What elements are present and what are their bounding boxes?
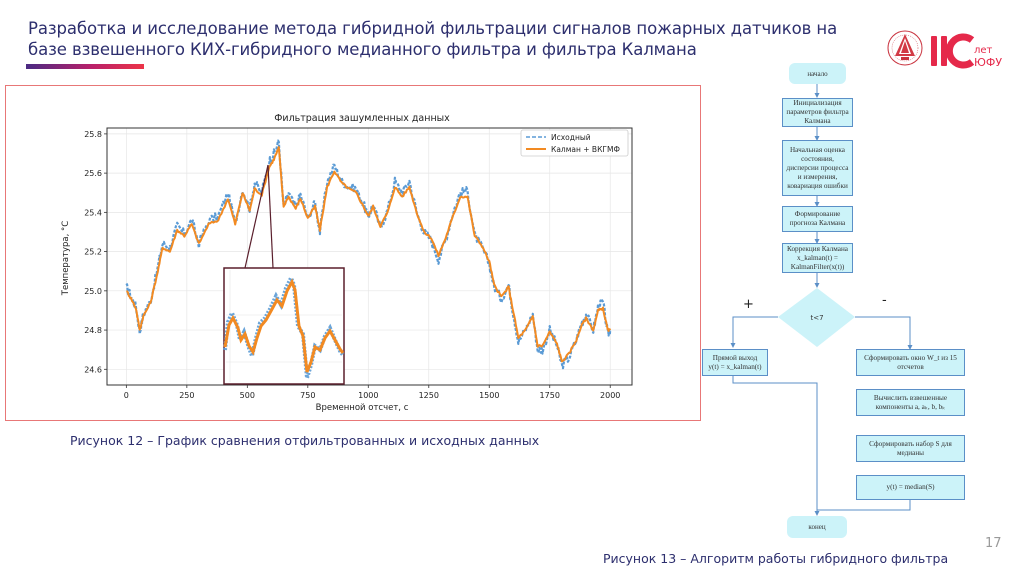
- y-tick-label: 25.2: [84, 248, 102, 257]
- x-tick-label: 1750: [540, 391, 560, 400]
- x-axis-label: Временной отсчет, с: [316, 403, 409, 413]
- x-tick-label: 0: [124, 391, 129, 400]
- flowchart-direct-output: Прямой выход y(t) = x_kalman(t): [702, 349, 768, 376]
- y-axis-ticks: 24.6 24.8 25.0 25.2 25.4 25.6 25.8: [84, 130, 107, 374]
- chart-title: Фильтрация зашумленных данных: [274, 113, 450, 124]
- logo-text-years: лет: [974, 45, 993, 56]
- inset-zoom-panel: [223, 267, 345, 385]
- filter-comparison-chart: Фильтрация зашумленных данных 0 250 500 750…: [61, 113, 633, 413]
- x-axis-ticks: 0 250 500 750 1000 1250 1500 1750 2000: [124, 385, 620, 400]
- inset-connector-lines: [244, 164, 274, 269]
- x-tick-label: 1000: [358, 391, 378, 400]
- slide-title-line-2: базе взвешенного КИХ-гибридного медианно…: [28, 40, 697, 59]
- logo-text-sfedu: ЮФУ: [974, 56, 1002, 69]
- direct-output-line-2: y(t) = x_kalman(t): [708, 362, 762, 371]
- logo-group: лет ЮФУ: [886, 24, 1016, 76]
- flowchart-compute-weights: Вычислить взвешенные компоненты a, aₖ, b…: [856, 389, 965, 416]
- title-accent-bar: [26, 64, 144, 69]
- x-tick-label: 1250: [419, 391, 439, 400]
- university-emblem-icon: [887, 30, 923, 66]
- decision-label: t<7: [810, 314, 823, 322]
- y-tick-label: 25.4: [84, 208, 102, 217]
- decision-diamond: [778, 288, 855, 347]
- branch-no-label: -: [882, 293, 887, 308]
- kalman-correct-line-2: x_kalman(t) =: [797, 253, 838, 262]
- figure-12-caption: Рисунок 12 – График сравнения отфильтров…: [70, 433, 540, 448]
- anniversary-logo-icon: лет ЮФУ: [931, 33, 1002, 69]
- y-tick-label: 24.6: [84, 365, 102, 374]
- y-tick-label: 25.6: [84, 169, 102, 178]
- flowchart-form-window: Сформировать окно W_t из 15 отсчетов: [856, 349, 965, 376]
- slide-title-line-1: Разработка и исследование метода гибридн…: [28, 19, 838, 38]
- chart-series: [125, 139, 612, 370]
- kalman-correct-line-1: Коррекция Калмана: [787, 244, 848, 253]
- y-axis-label: Температура, °С: [61, 221, 71, 296]
- branch-yes-label: +: [743, 297, 754, 312]
- x-tick-label: 2000: [600, 391, 620, 400]
- x-tick-label: 1500: [479, 391, 499, 400]
- flowchart-start: начало: [789, 63, 846, 84]
- flowchart-initial-estimate: Начальная оценка состояния, дисперсии пр…: [782, 140, 853, 196]
- flowchart-form-median-set: Сформировать набор S для медианы: [856, 435, 965, 462]
- legend-label-filtered: Калман + ВКГМФ: [551, 145, 620, 154]
- x-tick-label: 250: [179, 391, 194, 400]
- kalman-correct-line-3: KalmanFilter(x(t)): [790, 262, 845, 271]
- flowchart-kalman-correct: Коррекция Калмана x_kalman(t) = KalmanFi…: [782, 243, 853, 273]
- slide-title: Разработка и исследование метода гибридн…: [28, 18, 878, 60]
- legend-label-raw: Исходный: [551, 133, 591, 142]
- flowchart-kalman-predict: Формирование прогноза Калмана: [782, 206, 853, 232]
- flowchart-median-output: y(t) = median(S): [856, 475, 965, 500]
- y-tick-label: 25.8: [84, 130, 102, 139]
- plot-area-border: [106, 127, 633, 386]
- figure-13-caption: Рисунок 13 – Алгоритм работы гибридного …: [603, 551, 949, 566]
- page-number: 17: [985, 536, 1002, 551]
- series-filtered-line: [126, 146, 612, 363]
- figure-12-frame: [5, 85, 701, 421]
- y-tick-label: 24.8: [84, 326, 102, 335]
- y-tick-label: 25.0: [84, 287, 102, 296]
- flowchart-init-kalman: Инициализация параметров фильтра Калмана: [782, 98, 853, 127]
- chart-legend: Исходный Калман + ВКГМФ: [520, 129, 629, 157]
- x-tick-label: 500: [240, 391, 255, 400]
- series-raw-line: [125, 139, 612, 370]
- x-tick-label: 750: [300, 391, 315, 400]
- direct-output-line-1: Прямой выход: [712, 353, 758, 362]
- flowchart-end: конец: [787, 516, 847, 538]
